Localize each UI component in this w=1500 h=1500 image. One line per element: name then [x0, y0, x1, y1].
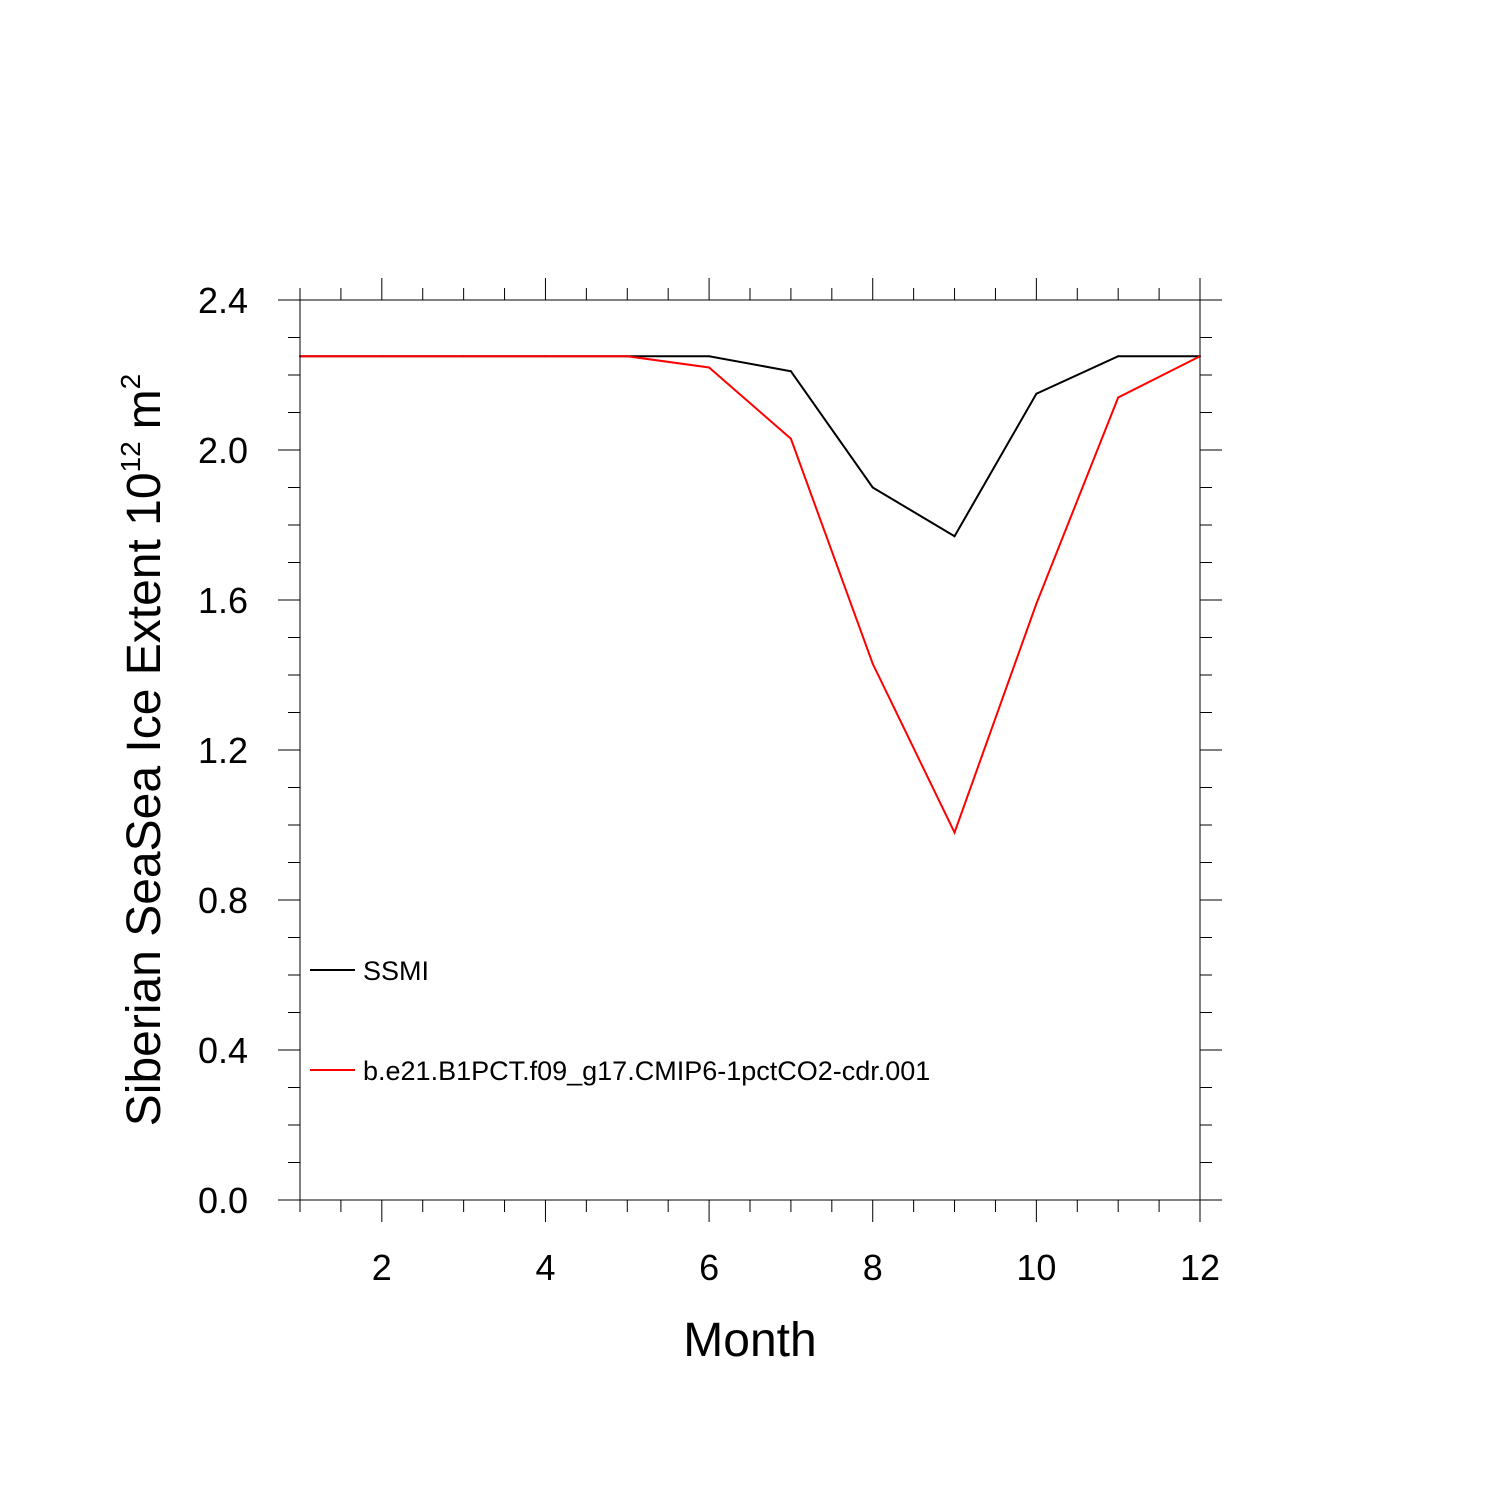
y-axis-label-unit: m: [118, 389, 171, 429]
series-2-point: [871, 662, 874, 665]
x-tick-labels: 2 4 6 8 10 12: [372, 1247, 1220, 1288]
y-tick-label: 2.0: [198, 430, 248, 471]
legend-label: b.e21.B1PCT.f09_g17.CMIP6-1pctCO2-cdr.00…: [363, 1056, 930, 1086]
y-tick-label: 2.4: [198, 280, 248, 321]
series-1-point: [1035, 392, 1038, 395]
x-tick-label: 2: [372, 1247, 392, 1288]
y-tick-label: 0.4: [198, 1030, 248, 1071]
y-axis-label-main: Siberian SeaSea Ice Extent 10: [118, 472, 171, 1126]
y-tick-label: 1.6: [198, 580, 248, 621]
series-2-point: [789, 437, 792, 440]
y-axis-label-exponent: 12: [115, 441, 146, 472]
x-tick-label: 6: [699, 1247, 719, 1288]
series-2-point: [462, 355, 465, 358]
x-tick-label: 12: [1180, 1247, 1220, 1288]
y-tick-labels: 0.0 0.4 0.8 1.2 1.6 2.0 2.4: [198, 280, 248, 1221]
series-1-point: [871, 486, 874, 489]
series-line-2: [300, 355, 1201, 836]
y-tick-label: 1.2: [198, 730, 248, 771]
series-2-point: [1035, 602, 1038, 605]
x-tick-label: 8: [863, 1247, 883, 1288]
y-axis-label-unit-exponent: 2: [115, 374, 146, 390]
minor-ticks: [288, 288, 1212, 1212]
x-tick-label: 4: [535, 1247, 555, 1288]
series-2-point: [1117, 396, 1120, 399]
series-2-point: [626, 355, 629, 358]
series-1-point: [953, 535, 956, 538]
y-tick-label: 0.0: [198, 1180, 248, 1221]
major-ticks: [278, 278, 1222, 1222]
series-1-point: [708, 355, 711, 358]
series-2-point: [380, 355, 383, 358]
series-2-point: [953, 831, 956, 834]
y-axis-label: Siberian SeaSea Ice Extent 1012 m2: [115, 374, 171, 1126]
legend: SSMI b.e21.B1PCT.f09_g17.CMIP6-1pctCO2-cd…: [310, 956, 930, 1086]
x-axis-label: Month: [683, 1314, 816, 1367]
legend-label: SSMI: [363, 956, 429, 986]
series-2-point: [708, 366, 711, 369]
series-1-point: [1117, 355, 1120, 358]
plot-frame: [299, 299, 1201, 1201]
y-tick-label: 0.8: [198, 880, 248, 921]
x-tick-label: 10: [1016, 1247, 1056, 1288]
series-1-point: [789, 370, 792, 373]
series-2-point: [544, 355, 547, 358]
